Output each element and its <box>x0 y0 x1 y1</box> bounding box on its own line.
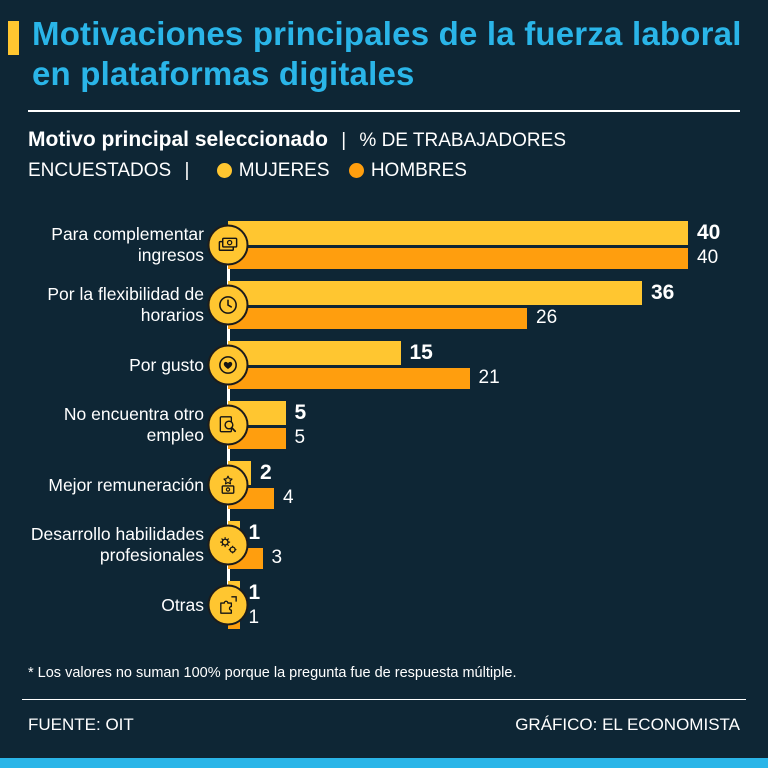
category-label: Mejor remuneración <box>48 474 204 495</box>
chart-row: Para complementar ingresos 40 40 <box>22 215 742 275</box>
chart-rows: Para complementar ingresos 40 40 Por la fle… <box>22 215 742 635</box>
bar-line-mujeres: 1 <box>228 521 742 546</box>
credit-label: GRÁFICO: EL ECONOMISTA <box>515 715 740 735</box>
bar-line-hombres: 40 <box>228 247 742 269</box>
category-label: Por gusto <box>129 354 204 375</box>
value-label-mujeres: 2 <box>260 461 272 485</box>
title-divider <box>28 109 740 112</box>
footnote: * Los valores no suman 100% porque la pr… <box>28 665 517 682</box>
category-label: Desarrollo habilidades profesionales <box>30 523 204 566</box>
bar-line-mujeres: 5 <box>228 401 742 426</box>
value-label-mujeres: 15 <box>409 341 433 365</box>
value-label-hombres: 4 <box>283 487 294 509</box>
category-label: Por la flexibilidad de horarios <box>47 283 204 326</box>
value-label-hombres: 21 <box>478 367 500 389</box>
header: Motivaciones principales de la fuerza la… <box>0 0 768 95</box>
bar-line-mujeres: 40 <box>228 221 742 246</box>
hombres-dot-icon <box>348 163 364 179</box>
bar-line-hombres: 1 <box>228 607 742 629</box>
bar-group: 40 40 <box>228 221 742 269</box>
chart-row: Otras 1 1 <box>22 575 742 635</box>
value-label-hombres: 5 <box>294 427 306 449</box>
bar-hombres <box>228 307 527 329</box>
chart-row: Por gusto 15 21 <box>22 335 742 395</box>
bar-line-hombres: 5 <box>228 427 742 449</box>
bar-line-hombres: 3 <box>228 547 742 569</box>
value-label-hombres: 1 <box>248 607 260 629</box>
chart-row: Por la flexibilidad de horarios 36 26 <box>22 275 742 335</box>
footer-divider <box>22 699 746 701</box>
source-label: FUENTE: OIT <box>28 715 134 735</box>
chart-row: Mejor remuneración 2 4 <box>22 455 742 515</box>
bar-line-mujeres: 2 <box>228 461 742 486</box>
value-label-mujeres: 1 <box>248 521 261 545</box>
chart-row: No encuentra otro empleo 5 5 <box>22 395 742 455</box>
bar-hombres <box>228 367 470 389</box>
value-label-mujeres: 40 <box>697 221 721 245</box>
bar-line-mujeres: 15 <box>228 341 742 366</box>
bar-line-hombres: 21 <box>228 367 742 389</box>
subtitle-separator: | <box>184 160 190 182</box>
chart-row: Desarrollo habilidades profesionales 1 3 <box>22 515 742 575</box>
legend-item-mujeres: MUJERES <box>209 160 330 181</box>
bar-hombres <box>228 247 688 269</box>
subtitle-separator: | <box>341 129 347 151</box>
category-label: Otras <box>161 594 204 615</box>
page-title: Motivaciones principales de la fuerza la… <box>32 15 742 93</box>
bar-mujeres <box>228 221 688 246</box>
value-label-mujeres: 36 <box>651 281 675 305</box>
value-label-hombres: 40 <box>697 247 719 269</box>
medal-money-icon <box>207 464 249 506</box>
legend-item-hombres: HOMBRES <box>341 160 467 181</box>
bar-mujeres <box>228 281 642 306</box>
accent-square <box>8 21 19 55</box>
bar-group: 15 21 <box>228 341 742 389</box>
banknotes-icon <box>207 224 249 266</box>
value-label-hombres: 3 <box>271 547 283 569</box>
value-label-mujeres: 1 <box>248 581 261 605</box>
category-label: Para complementar ingresos <box>51 223 204 266</box>
gears-icon <box>207 524 249 566</box>
puzzle-icon <box>207 584 249 626</box>
magnifier-document-icon <box>207 404 249 446</box>
value-label-mujeres: 5 <box>294 401 307 425</box>
bar-mujeres <box>228 341 401 366</box>
category-label: No encuentra otro empleo <box>63 403 204 446</box>
heart-icon <box>207 344 249 386</box>
bottom-accent-strip <box>0 758 768 768</box>
bar-group: 36 26 <box>228 281 742 329</box>
subtitle-percent-label: % DE TRABAJADORES ENCUESTADOS <box>28 129 566 182</box>
bar-line-mujeres: 1 <box>228 581 742 606</box>
value-label-hombres: 26 <box>536 307 558 329</box>
bar-chart: Para complementar ingresos 40 40 Por la fle… <box>22 215 742 635</box>
mujeres-dot-icon <box>216 163 232 179</box>
bar-line-mujeres: 36 <box>228 281 742 306</box>
legend-label-mujeres: MUJERES <box>238 160 330 182</box>
bar-line-hombres: 4 <box>228 487 742 509</box>
chart-subtitle: Motivo principal seleccionado | % DE TRA… <box>28 124 688 186</box>
footer: FUENTE: OIT GRÁFICO: EL ECONOMISTA <box>28 715 740 735</box>
subtitle-bold-label: Motivo principal seleccionado <box>28 127 328 151</box>
clock-icon <box>207 284 249 326</box>
bar-line-hombres: 26 <box>228 307 742 329</box>
legend-label-hombres: HOMBRES <box>370 160 467 182</box>
